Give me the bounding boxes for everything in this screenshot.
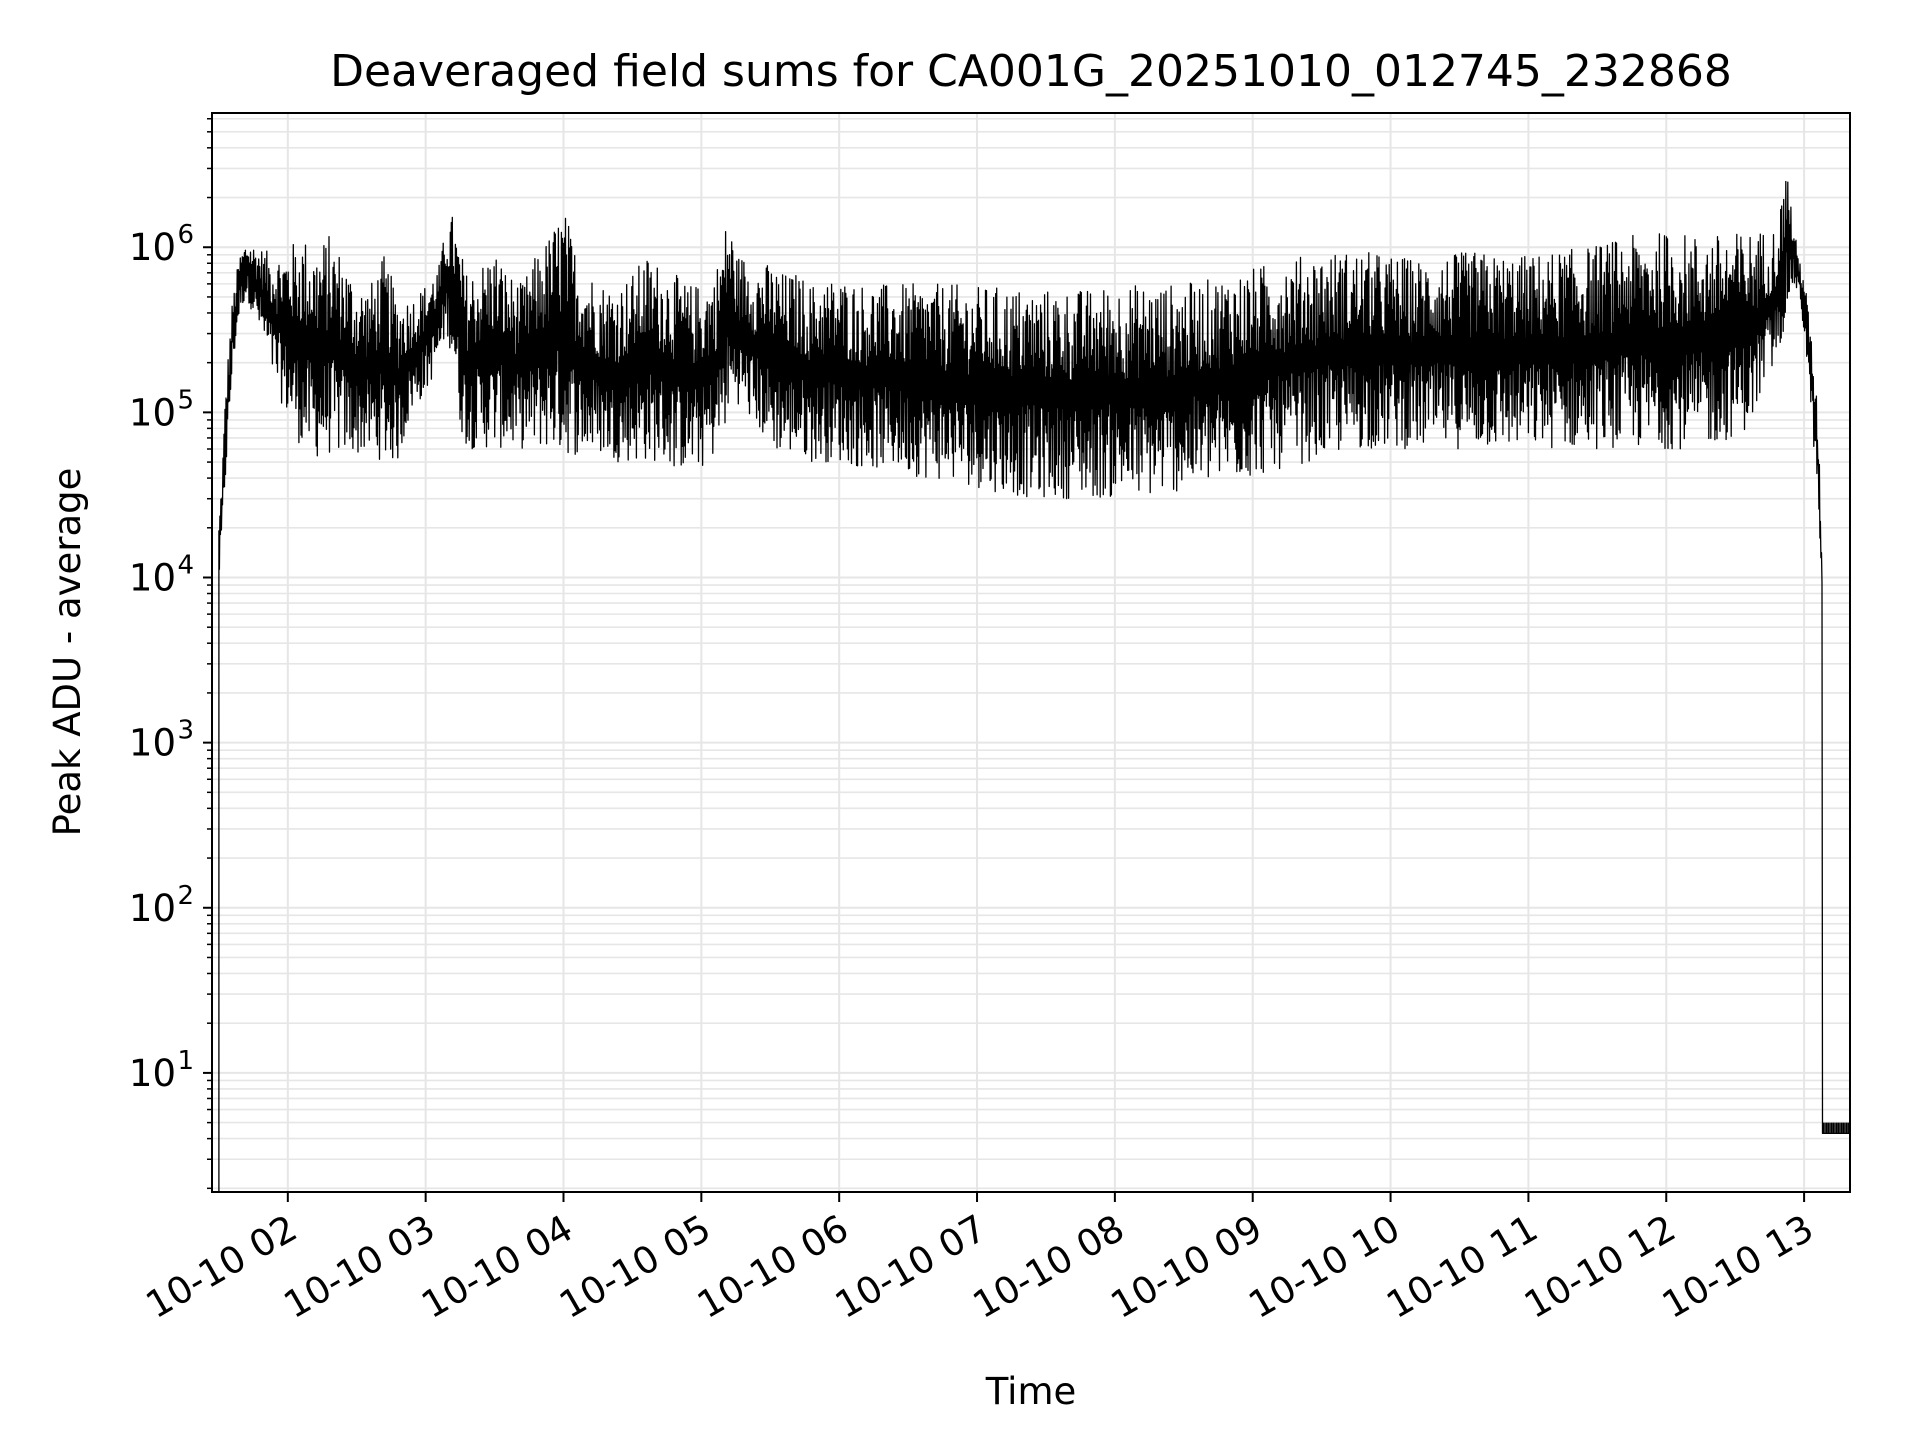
data-series-line [218,180,1851,1192]
data-layer [218,180,1851,1192]
y-tick-label: 10 [129,557,176,600]
chart-title: Deaveraged field sums for CA001G_2025101… [330,46,1732,97]
y-tick-exponent: 1 [177,1046,194,1076]
x-axis-label: Time [985,1370,1077,1413]
y-tick-exponent: 4 [177,551,194,581]
y-tick-label: 10 [129,391,176,434]
y-tick-label: 10 [129,226,176,269]
y-tick-label: 10 [129,1052,176,1095]
y-tick-exponent: 5 [177,385,194,415]
plot-frame [211,112,1851,1193]
y-tick-exponent: 2 [177,881,194,911]
y-tick-exponent: 6 [177,220,194,250]
y-tick-label: 10 [129,887,176,930]
y-tick-label: 10 [129,722,176,765]
y-tick-exponent: 3 [177,716,194,746]
y-axis-label: Peak ADU - average [46,468,89,837]
